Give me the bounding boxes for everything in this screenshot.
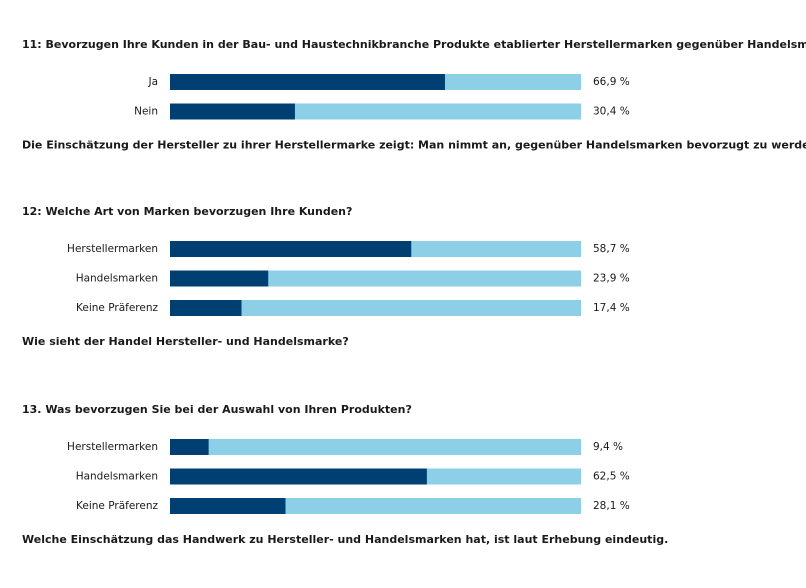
category-label: Herstellermarken — [67, 243, 158, 255]
value-label: 30,4 % — [593, 106, 630, 118]
category-label: Keine Präferenz — [76, 500, 158, 512]
value-label: 9,4 % — [593, 441, 623, 453]
value-label: 23,9 % — [593, 273, 630, 285]
chart-title: 13. Was bevorzugen Sie bei der Auswahl v… — [22, 403, 412, 416]
value-label: 58,7 % — [593, 243, 630, 255]
bar — [170, 74, 445, 90]
category-label: Handelsmarken — [76, 471, 158, 483]
category-label: Nein — [134, 106, 158, 118]
note: Wie sieht der Handel Hersteller- und Han… — [22, 335, 349, 348]
bar — [170, 103, 295, 120]
category-label: Keine Präferenz — [76, 302, 158, 314]
chart-title: 12: Welche Art von Marken bevorzugen Ihr… — [22, 205, 352, 218]
bar — [170, 241, 412, 257]
value-label: 62,5 % — [593, 471, 630, 483]
bar-track — [170, 300, 581, 316]
bar — [170, 439, 209, 455]
category-label: Handelsmarken — [76, 273, 158, 285]
category-label: Ja — [147, 76, 158, 88]
bar — [170, 468, 427, 485]
chart-title: 11: Bevorzugen Ihre Kunden in der Bau- u… — [22, 38, 806, 51]
value-label: 17,4 % — [593, 302, 630, 314]
category-label: Herstellermarken — [67, 441, 158, 453]
bar — [170, 300, 242, 316]
value-label: 66,9 % — [593, 76, 630, 88]
bar — [170, 270, 269, 287]
bar-track — [170, 439, 581, 455]
note: Welche Einschätzung das Handwerk zu Hers… — [22, 533, 668, 546]
value-label: 28,1 % — [593, 500, 630, 512]
bar — [170, 498, 286, 514]
note: Die Einschätzung der Hersteller zu ihrer… — [22, 139, 806, 152]
bar-track — [170, 270, 581, 287]
